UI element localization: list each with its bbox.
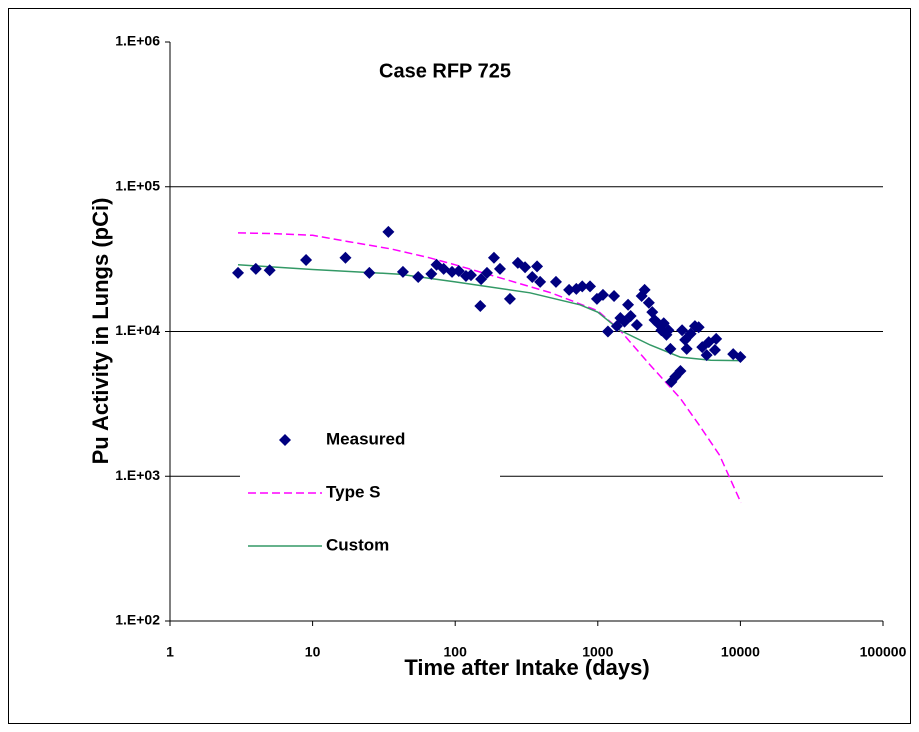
data-point: [382, 225, 395, 238]
data-point: [493, 262, 506, 275]
x-tick-label: 1000: [582, 644, 613, 660]
data-point: [526, 270, 539, 283]
data-point: [464, 269, 477, 282]
data-point: [642, 296, 655, 309]
data-point: [576, 280, 589, 293]
data-point: [563, 283, 576, 296]
data-point: [630, 318, 643, 331]
data-point: [608, 289, 621, 302]
data-point: [662, 324, 675, 337]
y-tick-label: 1.E+03: [115, 467, 160, 483]
series-line: [237, 264, 741, 362]
data-point: [708, 344, 721, 357]
data-point: [622, 298, 635, 311]
data-point: [549, 275, 562, 288]
data-point: [584, 280, 597, 293]
x-tick-label: 10000: [721, 644, 760, 660]
legend-label: Custom: [326, 535, 389, 554]
data-point: [339, 251, 352, 264]
data-point: [692, 321, 705, 334]
x-axis-title: Time after Intake (days): [404, 655, 649, 680]
data-point: [452, 264, 465, 277]
data-point: [624, 309, 637, 322]
data-point: [710, 332, 723, 345]
data-point: [475, 273, 488, 286]
data-point: [664, 342, 677, 355]
data-point: [263, 264, 276, 277]
data-point: [676, 324, 689, 337]
chart-frame: [8, 8, 911, 724]
x-tick-label: 1: [166, 644, 174, 660]
data-point: [300, 253, 313, 266]
data-point: [480, 266, 493, 279]
legend-label: Measured: [326, 429, 405, 448]
legend-label: Type S: [326, 482, 380, 501]
data-point: [638, 283, 651, 296]
x-tick-label: 100000: [860, 644, 907, 660]
data-point: [734, 351, 747, 364]
annotation: Case RFP 725: [379, 60, 511, 82]
y-tick-label: 1.E+02: [115, 612, 160, 628]
data-point: [232, 266, 245, 279]
y-axis-title: Pu Activity in Lungs (pCi): [88, 198, 113, 465]
data-point: [680, 342, 693, 355]
data-point: [425, 267, 438, 280]
data-point: [249, 262, 262, 275]
data-point: [601, 325, 614, 338]
data-point: [396, 265, 409, 278]
legend-symbol: [279, 434, 291, 446]
data-point: [474, 300, 487, 313]
y-tick-label: 1.E+05: [115, 177, 160, 193]
y-tick-label: 1.E+04: [115, 322, 160, 338]
data-point: [363, 266, 376, 279]
data-point: [700, 349, 713, 362]
data-point: [674, 365, 687, 378]
data-point: [596, 288, 609, 301]
series-line: [237, 232, 742, 504]
data-point: [519, 261, 532, 274]
data-point: [531, 260, 544, 273]
data-point: [503, 292, 516, 305]
legend: Measured Type S Custom: [240, 418, 500, 568]
data-point: [487, 251, 500, 264]
x-tick-label: 100: [444, 644, 468, 660]
x-tick-label: 10: [305, 644, 321, 660]
data-point: [412, 270, 425, 283]
data-point: [534, 275, 547, 288]
y-tick-label: 1.E+06: [115, 33, 160, 49]
